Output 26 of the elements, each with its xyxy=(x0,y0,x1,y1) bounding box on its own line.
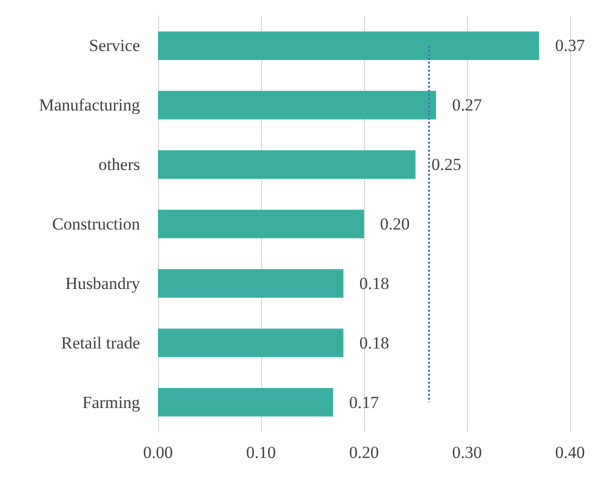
y-tick-label: Farming xyxy=(82,392,140,412)
x-tick-label: 0.10 xyxy=(246,443,276,462)
bar xyxy=(158,328,344,358)
x-tick-label: 0.30 xyxy=(452,443,482,462)
bar xyxy=(158,90,436,120)
x-tick-label: 0.20 xyxy=(349,443,379,462)
y-tick-label: Service xyxy=(89,36,140,56)
y-tick-label: Construction xyxy=(52,214,140,234)
bar xyxy=(158,150,416,179)
x-tick-label: 0.40 xyxy=(555,443,585,462)
data-label: 0.25 xyxy=(432,155,462,174)
y-tick-label: Retail trade xyxy=(61,333,140,352)
data-label: 0.37 xyxy=(555,36,586,56)
data-label: 0.27 xyxy=(452,96,482,115)
data-label: 0.18 xyxy=(359,333,390,352)
bar xyxy=(158,210,364,238)
bar xyxy=(158,269,344,298)
data-label: 0.17 xyxy=(349,392,380,412)
data-label: 0.18 xyxy=(359,274,390,293)
x-tick-label: 0.00 xyxy=(143,443,173,462)
y-tick-label: Husbandry xyxy=(65,274,140,293)
y-tick-label: Manufacturing xyxy=(38,96,140,115)
data-label: 0.20 xyxy=(380,214,410,234)
y-tick-label: others xyxy=(98,155,140,174)
bar xyxy=(158,31,540,60)
bar xyxy=(158,388,334,417)
